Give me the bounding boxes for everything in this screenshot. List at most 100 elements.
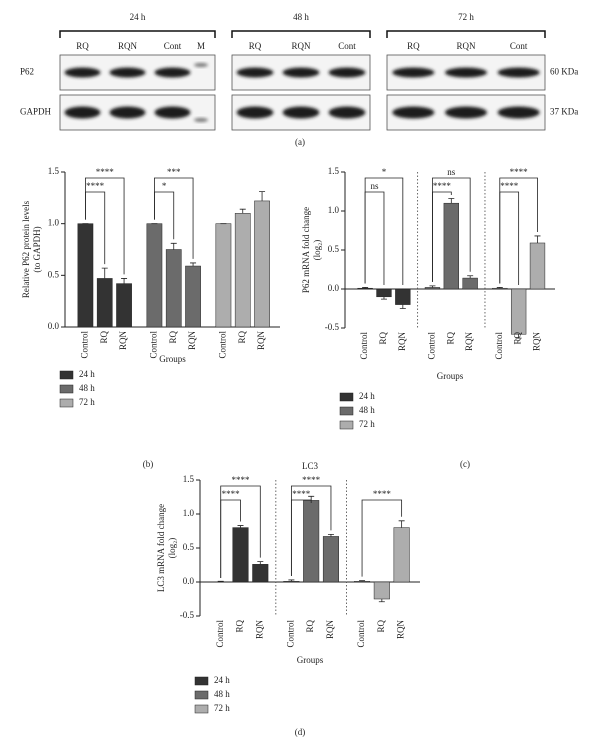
x-tick-label: RQN bbox=[254, 620, 264, 640]
size-label: 37 KDa bbox=[550, 107, 578, 117]
error-bar bbox=[359, 580, 366, 582]
blot-band bbox=[282, 106, 320, 119]
legend-swatch bbox=[59, 370, 74, 380]
lane-label: RQ bbox=[249, 41, 262, 51]
y-tick-label: 0.0 bbox=[48, 321, 60, 331]
x-tick-label: RQN bbox=[396, 620, 406, 640]
blot-band bbox=[392, 67, 435, 78]
timepoint-bracket bbox=[231, 30, 371, 38]
x-tick-label: RQ bbox=[235, 620, 245, 633]
legend-label: 48 h bbox=[79, 383, 95, 393]
bar bbox=[232, 527, 249, 583]
y-tick-label: -0.5 bbox=[180, 610, 195, 620]
blot-band bbox=[497, 106, 540, 119]
significance-label: *** bbox=[167, 167, 181, 177]
bar bbox=[510, 288, 527, 335]
bar bbox=[116, 283, 132, 328]
bar bbox=[234, 213, 251, 328]
significance-bracket bbox=[154, 177, 194, 259]
bar bbox=[395, 288, 411, 305]
significance-bracket bbox=[432, 177, 471, 282]
legend-swatch bbox=[194, 676, 209, 686]
legend-label: 72 h bbox=[359, 419, 375, 429]
significance-label: **** bbox=[222, 489, 241, 499]
legend-swatch bbox=[194, 690, 209, 700]
y-tick-label: 1.5 bbox=[48, 166, 60, 176]
significance-label: * bbox=[382, 167, 387, 177]
y-axis-label: P62 mRNA fold change bbox=[301, 207, 311, 293]
error-bar bbox=[534, 235, 541, 243]
blot-band bbox=[109, 106, 146, 119]
x-tick-label: RQN bbox=[397, 332, 407, 352]
size-label: 60 KDa bbox=[550, 67, 578, 77]
bar bbox=[185, 265, 201, 328]
row-label: P62 bbox=[20, 67, 34, 77]
error-bar bbox=[190, 262, 197, 267]
legend-swatch bbox=[339, 406, 354, 416]
error-bar bbox=[429, 285, 436, 288]
bar bbox=[322, 536, 339, 583]
x-tick-label: RQ bbox=[237, 331, 247, 344]
blot-band bbox=[392, 106, 435, 119]
bar bbox=[373, 581, 390, 600]
blot-band bbox=[282, 67, 320, 78]
x-tick-label: RQ bbox=[168, 331, 178, 344]
x-axis-label: Groups bbox=[297, 655, 324, 665]
x-tick-label: Control bbox=[148, 331, 158, 359]
blot-band bbox=[236, 106, 274, 119]
legend-swatch bbox=[339, 392, 354, 402]
marker-band bbox=[194, 63, 208, 67]
bar bbox=[424, 287, 441, 290]
y-tick-label: 1.0 bbox=[328, 205, 340, 215]
x-tick-label: RQ bbox=[445, 332, 455, 345]
blot-band bbox=[236, 67, 274, 78]
bar bbox=[357, 287, 373, 290]
blot-band bbox=[328, 106, 366, 119]
error-bar bbox=[496, 287, 503, 289]
error-bar bbox=[515, 334, 522, 339]
timepoint-label: 72 h bbox=[458, 12, 474, 22]
legend-label: 48 h bbox=[359, 405, 375, 415]
x-tick-label: RQN bbox=[532, 332, 542, 352]
chart-title: LC3 bbox=[302, 461, 319, 471]
panel-label: (d) bbox=[295, 727, 306, 737]
x-tick-label: RQ bbox=[513, 332, 523, 345]
x-tick-label: RQN bbox=[187, 331, 197, 351]
bar bbox=[146, 223, 163, 328]
error-bar bbox=[217, 580, 224, 582]
legend-swatch bbox=[339, 420, 354, 430]
lane-label: Cont bbox=[164, 41, 182, 51]
bar bbox=[252, 564, 269, 583]
y-tick-label: 1.0 bbox=[183, 508, 195, 518]
significance-bracket bbox=[364, 191, 385, 285]
lane-label: Cont bbox=[510, 41, 528, 51]
y-tick-label: 1.5 bbox=[328, 166, 340, 176]
x-tick-label: RQN bbox=[464, 332, 474, 352]
significance-label: * bbox=[162, 181, 167, 191]
significance-bracket bbox=[85, 177, 125, 275]
y-tick-label: -0.5 bbox=[325, 322, 340, 332]
legend-swatch bbox=[59, 384, 74, 394]
blot-band bbox=[64, 106, 101, 119]
x-tick-label: Control bbox=[215, 620, 225, 648]
error-bar bbox=[448, 198, 455, 204]
bar bbox=[462, 277, 478, 290]
x-tick-label: Control bbox=[356, 620, 366, 648]
row-label: GAPDH bbox=[20, 107, 52, 117]
error-bar bbox=[380, 296, 387, 300]
y-tick-label: 1.0 bbox=[48, 218, 60, 228]
significance-label: **** bbox=[510, 167, 529, 177]
lane-label: RQ bbox=[76, 41, 89, 51]
y-axis-label: (to GAPDH) bbox=[32, 226, 42, 272]
y-tick-label: 0.0 bbox=[328, 283, 340, 293]
x-tick-label: RQN bbox=[118, 331, 128, 351]
bar bbox=[254, 200, 270, 328]
panel-label: (c) bbox=[460, 459, 470, 469]
bar bbox=[376, 288, 392, 298]
y-axis-label: (log₂) bbox=[312, 240, 322, 261]
y-axis-label: (log₂) bbox=[167, 538, 177, 559]
lane-label: M bbox=[197, 41, 205, 51]
significance-bracket bbox=[220, 485, 261, 578]
bar bbox=[77, 223, 94, 328]
